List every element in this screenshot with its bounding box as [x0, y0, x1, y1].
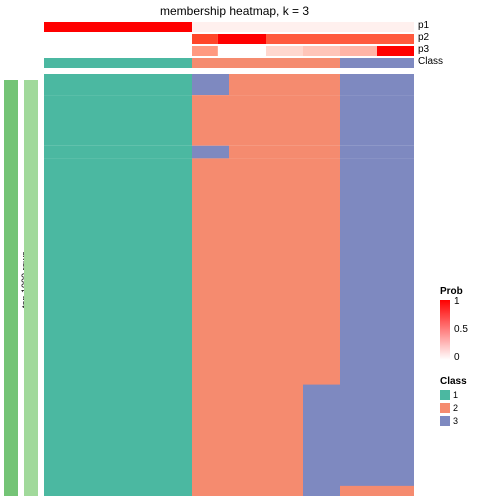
legend-class-title: Class: [440, 376, 467, 387]
swatch-1: [440, 390, 450, 400]
row-label-p2: p2: [418, 32, 429, 43]
row-label-p3: p3: [418, 44, 429, 55]
legend-class-2: 2: [440, 403, 458, 413]
legend-class-1: 1: [440, 390, 458, 400]
row-label-class: Class: [418, 56, 443, 67]
legend-class-2-label: 2: [453, 403, 458, 413]
row-label-p1: p1: [418, 20, 429, 31]
legend-class-3-label: 3: [453, 416, 458, 426]
heatmap-svg: [0, 0, 504, 504]
legend-prob-tick-05: 0.5: [454, 324, 468, 335]
swatch-2: [440, 403, 450, 413]
legend-prob-tick-0: 0: [454, 352, 460, 363]
legend-prob-tick-1: 1: [454, 296, 460, 307]
swatch-3: [440, 416, 450, 426]
legend-class-1-label: 1: [453, 390, 458, 400]
legend-class-3: 3: [440, 416, 458, 426]
